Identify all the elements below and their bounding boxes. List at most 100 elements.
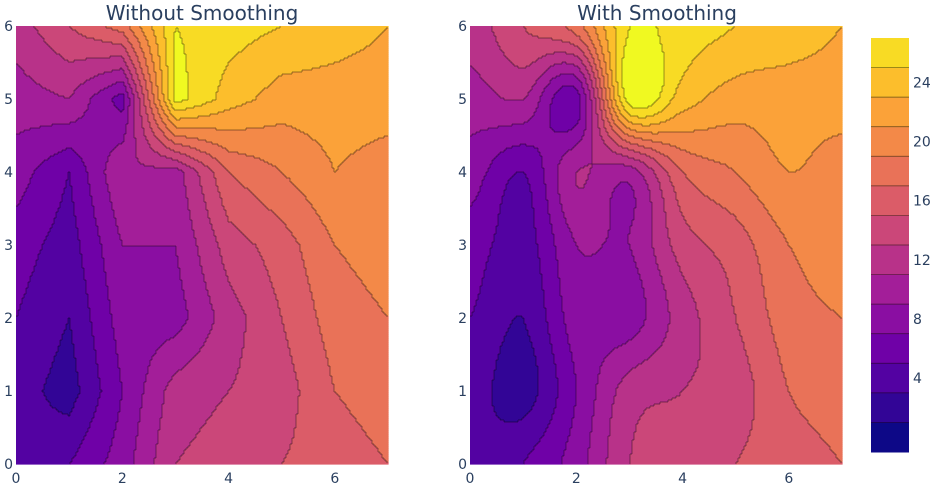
contour-cell — [704, 242, 753, 245]
contour-cell — [314, 306, 381, 309]
contour-cell — [528, 92, 543, 95]
contour-cell — [218, 88, 265, 91]
contour-cell — [16, 258, 39, 261]
contour-cell — [580, 94, 587, 97]
contour-cell — [734, 312, 769, 315]
contour-cell — [246, 102, 389, 105]
contour-cell — [750, 364, 783, 367]
contour-cell — [280, 26, 389, 29]
contour-cell — [16, 256, 39, 259]
contour-cell — [184, 182, 201, 185]
contour-cell — [470, 402, 493, 405]
contour-cell — [338, 248, 389, 251]
contour-cell — [652, 232, 669, 235]
contour-cell — [596, 28, 605, 31]
contour-cell — [610, 432, 635, 435]
contour-cell — [538, 254, 557, 257]
contour-cell — [618, 82, 623, 85]
contour-cell — [476, 196, 503, 199]
contour-cell — [140, 110, 147, 113]
contour-cell — [300, 250, 341, 253]
contour-cell — [88, 174, 107, 177]
contour-cell — [470, 246, 493, 249]
contour-cell — [126, 64, 135, 67]
contour-cell — [584, 76, 591, 79]
contour-cell — [206, 340, 245, 343]
contour-cell — [606, 238, 629, 241]
contour-cell — [366, 434, 389, 437]
contour-cell — [152, 90, 159, 93]
contour-cell — [492, 394, 539, 397]
contour-cell — [110, 152, 137, 155]
contour-cell — [214, 174, 233, 177]
contour-cell — [16, 396, 47, 399]
contour-cell — [744, 180, 843, 183]
contour-cell — [72, 188, 91, 191]
contour-cell — [268, 86, 389, 89]
contour-cell — [298, 384, 335, 387]
contour-cell — [566, 220, 611, 223]
contour-cell — [212, 414, 297, 417]
contour-cell — [836, 34, 843, 37]
contour-cell — [652, 214, 667, 217]
contour-cell — [16, 182, 31, 185]
contour-cell — [108, 290, 185, 293]
contour-cell — [186, 164, 205, 167]
contour-cell — [612, 416, 641, 419]
contour-cell — [82, 34, 125, 37]
contour-cell — [476, 304, 545, 307]
contour-cell — [750, 186, 843, 189]
contour-cell — [484, 272, 541, 275]
contour-cell — [290, 354, 327, 357]
contour-cell — [80, 156, 109, 159]
contour-cell — [696, 368, 751, 371]
contour-cell — [496, 40, 563, 43]
contour-cell — [160, 346, 203, 349]
contour-cell — [632, 446, 745, 449]
contour-cell — [544, 170, 559, 173]
contour-cell — [290, 448, 379, 451]
contour-cell — [550, 214, 565, 217]
contour-cell — [752, 240, 787, 243]
contour-cell — [180, 268, 203, 271]
contour-cell — [116, 106, 125, 109]
contour-cell — [670, 322, 701, 325]
contour-cell — [210, 220, 229, 223]
contour-cell — [142, 70, 149, 73]
contour-cell — [622, 380, 691, 383]
contour-cell — [666, 294, 693, 297]
contour-cell — [554, 362, 575, 365]
contour-cell — [596, 30, 607, 33]
contour-cell — [154, 98, 159, 101]
contour-cell — [206, 420, 297, 423]
contour-cell — [46, 42, 113, 45]
contour-cell — [470, 310, 475, 313]
contour-cell — [584, 28, 597, 31]
contour-cell — [148, 92, 153, 95]
contour-cell — [544, 88, 561, 91]
contour-cell — [16, 120, 77, 123]
contour-cell — [838, 134, 843, 137]
contour-cell — [536, 80, 551, 83]
contour-cell — [498, 154, 541, 157]
contour-cell — [158, 50, 167, 53]
contour-cell — [124, 60, 133, 63]
contour-cell — [584, 90, 591, 93]
contour-cell — [16, 186, 29, 189]
contour-cell — [570, 42, 585, 45]
contour-cell — [16, 198, 23, 201]
contour-cell — [284, 326, 321, 329]
contour-cell — [322, 222, 389, 225]
contour-cell — [16, 66, 21, 69]
contour-cell — [272, 282, 309, 285]
contour-cell — [112, 208, 189, 211]
contour-cell — [148, 140, 161, 143]
contour-cell — [522, 316, 547, 319]
contour-cell — [152, 56, 161, 59]
contour-cell — [558, 170, 579, 173]
contour-cell — [242, 348, 291, 351]
contour-cell — [182, 144, 219, 147]
contour-cell — [684, 74, 741, 77]
contour-cell — [130, 28, 143, 31]
